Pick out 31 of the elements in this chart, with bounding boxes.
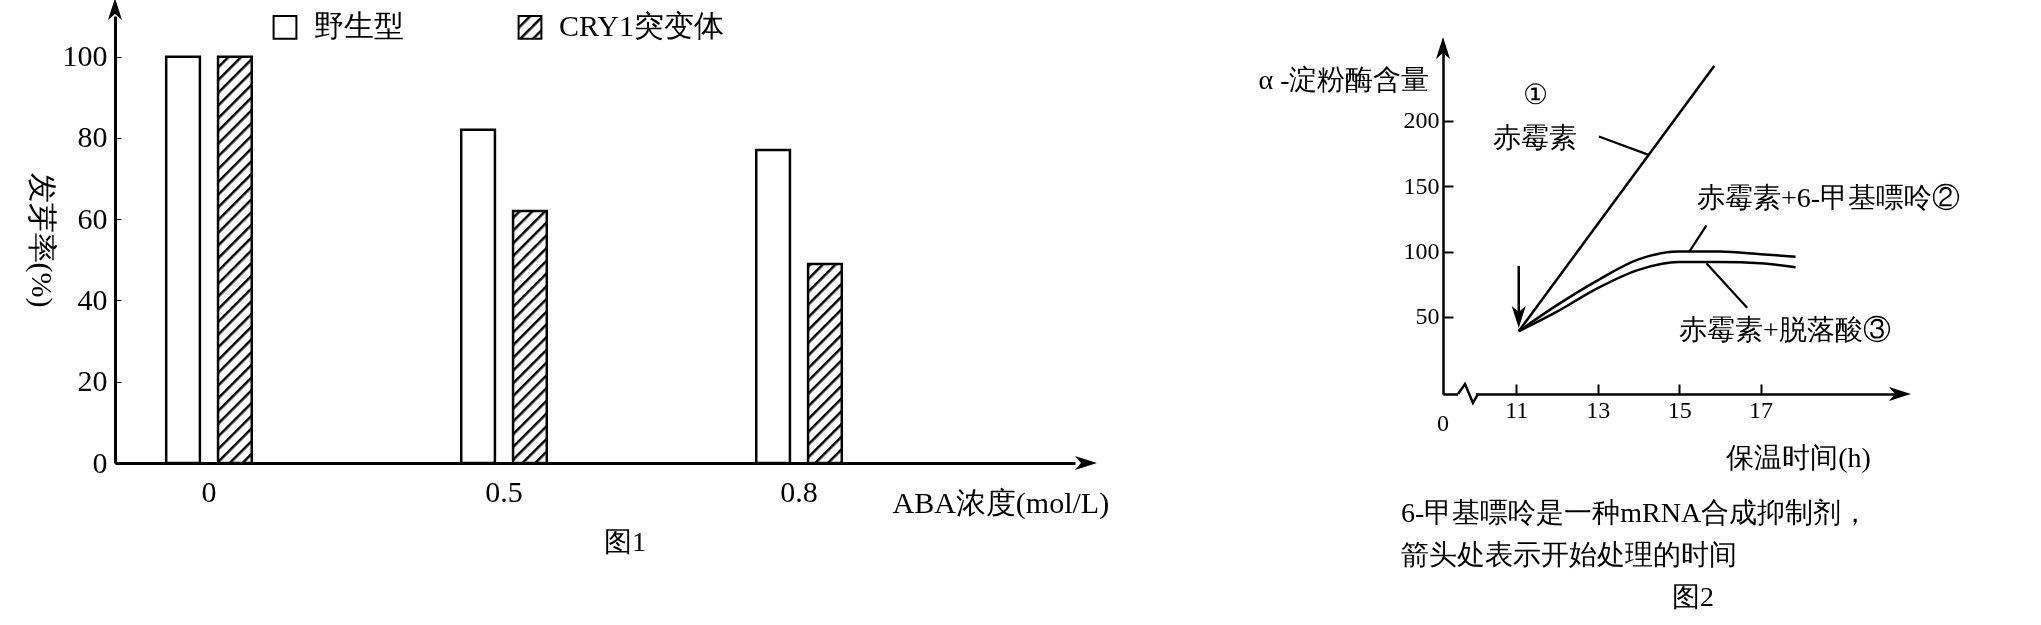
x-tick-label: 0 bbox=[201, 474, 217, 508]
x-tick-label: 0.5 bbox=[485, 474, 523, 508]
series-label: 赤霉素+脱落酸③ bbox=[1679, 314, 1891, 346]
y-tick-label: 40 bbox=[77, 282, 108, 316]
y-tick-label: 80 bbox=[77, 120, 108, 154]
y-axis-title: 发芽率(%) bbox=[24, 172, 59, 308]
x-tick-label: 11 bbox=[1505, 396, 1529, 423]
y-tick-label: 50 bbox=[1415, 303, 1440, 330]
caption: 图1 bbox=[604, 525, 646, 559]
legend-label: 野生型 bbox=[314, 9, 404, 43]
legend-label: 赤霉素 bbox=[1493, 122, 1578, 154]
y-tick-label: 20 bbox=[77, 364, 108, 398]
x-axis-title: 保温时间(h) bbox=[1726, 441, 1871, 473]
annotation: ① bbox=[1522, 79, 1548, 111]
x-tick-label: 15 bbox=[1667, 396, 1692, 423]
x-tick-label: 0.8 bbox=[780, 474, 818, 508]
x-axis-title: ABA浓度(mol/L) bbox=[892, 485, 1110, 520]
y-tick-label: 150 bbox=[1403, 172, 1440, 199]
y-axis-title: α -淀粉酶含量 bbox=[1258, 63, 1430, 95]
y-tick-label: 200 bbox=[1403, 107, 1440, 134]
series-label: 赤霉素+6-甲基嘌呤② bbox=[1697, 182, 1961, 214]
legend-label: CRY1突变体 bbox=[559, 9, 725, 43]
y-tick-label: 100 bbox=[1403, 238, 1440, 265]
y-tick-label: 100 bbox=[62, 39, 108, 73]
y-tick-label: 0 bbox=[92, 445, 108, 479]
text: 6-甲基嘌呤是一种mRNA合成抑制剂， bbox=[1401, 496, 1870, 530]
y-tick-label: 60 bbox=[77, 201, 108, 235]
x-tick-label: 13 bbox=[1586, 396, 1611, 423]
x-tick-label: 17 bbox=[1749, 396, 1774, 423]
caption: 图2 bbox=[1672, 580, 1714, 614]
text: 箭头处表示开始处理的时间 bbox=[1401, 538, 1737, 572]
